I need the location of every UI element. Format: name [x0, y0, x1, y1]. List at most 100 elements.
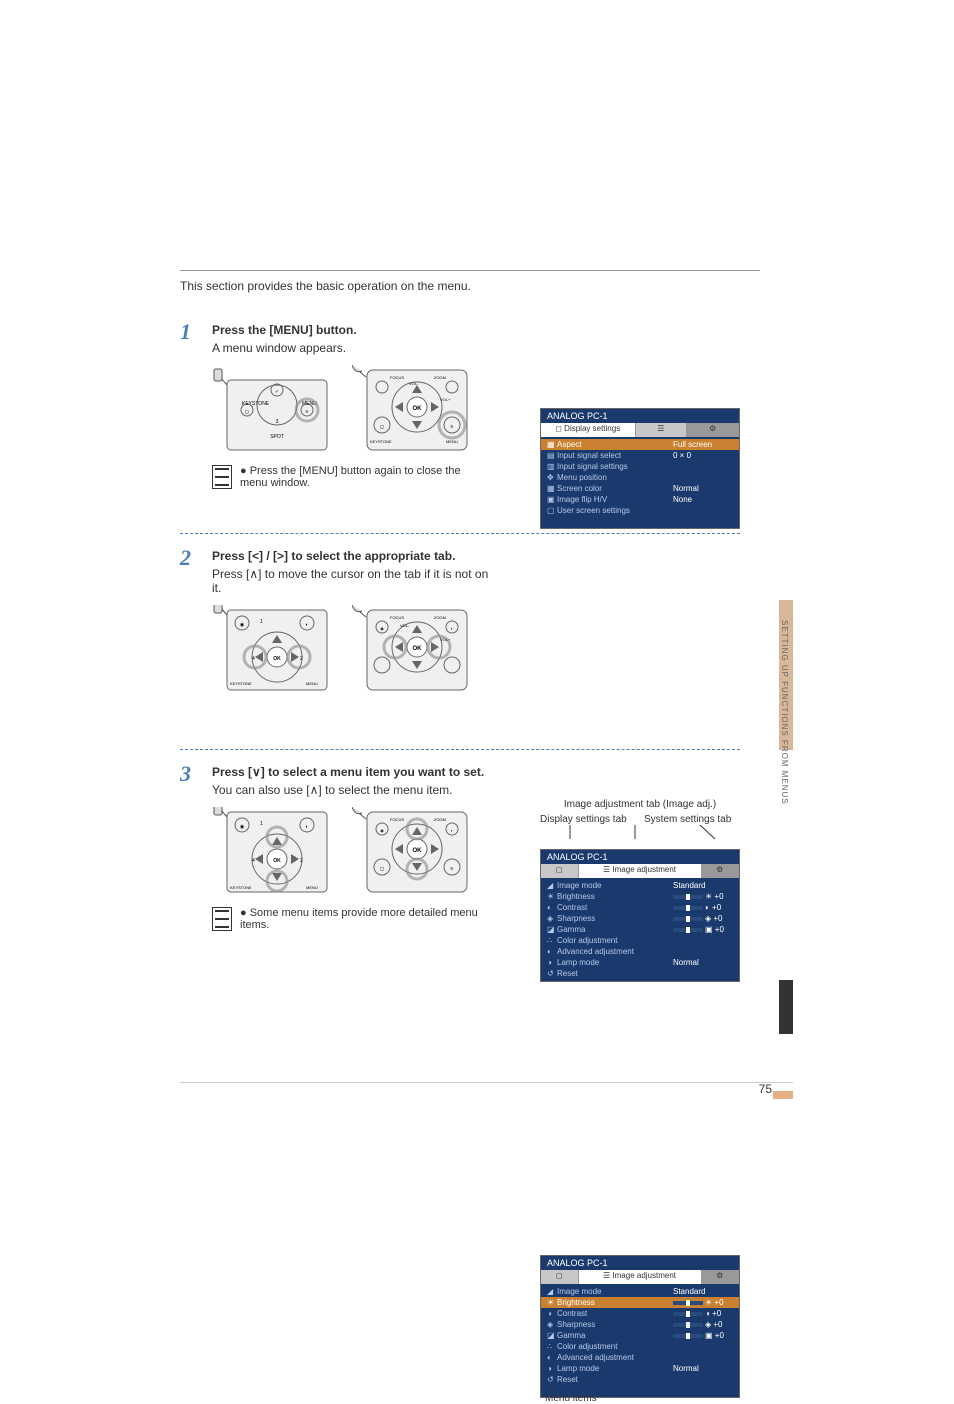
svg-text:◐: ◐ [451, 626, 453, 631]
svg-text:MENU: MENU [306, 681, 318, 686]
svg-text:4: 4 [252, 858, 255, 864]
menu-item: ✥Menu position [541, 472, 739, 483]
svg-text:2: 2 [300, 656, 303, 662]
note-icon [212, 465, 232, 489]
svg-text:◐: ◐ [451, 828, 453, 833]
handheld-remote-diagram: OK ◻ ≡ VOL- VOL+ KEYSTONE MENU FOCUS ZOO… [352, 365, 472, 455]
handheld-remote-diagram-2: OK VOL- VOL+ ◉ ◐ FOCUS ZOOM [352, 605, 472, 695]
svg-text:FOCUS: FOCUS [390, 817, 404, 822]
menu-item: ▤Input signal select0 × 0 [541, 450, 739, 461]
svg-text:VOL-: VOL- [409, 381, 419, 386]
step-number-2: 2 [180, 545, 191, 571]
menu3-tabs: ◻ ☰ Image adjustment ⚙ [541, 1270, 739, 1284]
svg-text:ZOOM: ZOOM [434, 817, 446, 822]
step-number-3: 3 [180, 761, 191, 787]
menu-item: ◢Image modeStandard [541, 1286, 739, 1297]
menu1-header: ANALOG PC-1 [541, 409, 739, 423]
menu-item: ∴Color adjustment [541, 1341, 739, 1352]
page-number: 75 [759, 1082, 772, 1096]
projector-remote-diagram-3: OK ◉ 1 ◐ 4 2 KEYSTONE MENU [212, 807, 332, 897]
menu-item: ▥Input signal settings [541, 461, 739, 472]
menu-item: ▢User screen settings [541, 505, 739, 516]
side-text: SETTING UP FUNCTIONS FROM MENUS [780, 620, 789, 805]
menu-item: ↺Reset [541, 968, 739, 979]
svg-text:OK: OK [413, 646, 423, 652]
step-2: 2 Press [<] / [>] to select the appropri… [180, 549, 760, 729]
menu-window-image-adj-selected: ANALOG PC-1 ◻ ☰ Image adjustment ⚙ ◢Imag… [540, 1255, 740, 1398]
handheld-remote-diagram-3: OK ◻ ≡ ◉ ◐ FOCUS ZOOM [352, 807, 472, 897]
menu-item: ◑Contrast◑ +0 [541, 1308, 739, 1319]
menu-item: ▦AspectFull screen [541, 439, 739, 450]
svg-text:KEYSTONE: KEYSTONE [230, 681, 252, 686]
svg-text:3: 3 [276, 419, 279, 425]
step-1-title: Press the [MENU] button. [212, 323, 760, 337]
projector-remote-diagram-2: OK ◉ 1 ◐ 4 2 KEYSTONE MENU [212, 605, 332, 695]
svg-text:◉: ◉ [380, 828, 384, 833]
step-3-title: Press [∨] to select a menu item you want… [212, 765, 760, 779]
svg-text:◻: ◻ [245, 409, 249, 415]
svg-text:≡: ≡ [451, 866, 454, 872]
svg-text:SPOT: SPOT [270, 434, 284, 440]
svg-text:◻: ◻ [380, 424, 384, 430]
svg-text:≡: ≡ [306, 409, 309, 415]
svg-text:◻: ◻ [380, 866, 384, 872]
divider-1 [180, 533, 740, 534]
step-2-title: Press [<] / [>] to select the appropriat… [212, 549, 760, 563]
menu-item: ☀Brightness☀ +0 [541, 1297, 739, 1308]
svg-text:FOCUS: FOCUS [390, 375, 404, 380]
svg-text:VOL+: VOL+ [440, 637, 451, 642]
menu-item: ◪Gamma▣ +0 [541, 1330, 739, 1341]
menu-window-display-settings: ANALOG PC-1 ◻ Display settings ☰ ⚙ ▦Aspe… [540, 408, 740, 529]
menu1-tab-3: ⚙ [687, 423, 739, 437]
svg-text:OK: OK [413, 848, 423, 854]
svg-text:◐: ◐ [305, 622, 308, 628]
step-3: 3 Press [∨] to select a menu item you wa… [180, 765, 760, 965]
menu-item: ◑Lamp modeNormal [541, 1363, 739, 1374]
step-3-note-text: Some menu items provide more detailed me… [240, 907, 490, 931]
menu-item: ▣Image flip H/VNone [541, 494, 739, 505]
svg-text:4: 4 [252, 656, 255, 662]
step-1: 1 Press the [MENU] button. A menu window… [180, 323, 760, 513]
footer-accent [773, 1091, 793, 1099]
step-3-desc: You can also use [∧] to select the menu … [212, 783, 492, 797]
svg-text:◐: ◐ [305, 824, 308, 830]
menu-item: ▦Screen colorNormal [541, 483, 739, 494]
svg-text:VOL+: VOL+ [440, 397, 451, 402]
svg-text:ZOOM: ZOOM [434, 615, 446, 620]
step-2-desc: Press [∧] to move the cursor on the tab … [212, 567, 492, 595]
svg-text:◉: ◉ [240, 824, 245, 830]
menu3-header: ANALOG PC-1 [541, 1256, 739, 1270]
menu-items-caption: Menu items [545, 1383, 597, 1404]
divider-2 [180, 749, 740, 750]
svg-text:OK: OK [273, 656, 281, 662]
svg-text:VOL-: VOL- [400, 623, 410, 628]
svg-text:FOCUS: FOCUS [390, 615, 404, 620]
svg-text:2: 2 [300, 858, 303, 864]
projector-remote-diagram: ✓ KEYSTONE ◻ MENU ≡ 3 SPOT [212, 365, 332, 455]
remote-diagram-row-3: OK ◉ 1 ◐ 4 2 KEYSTONE MENU [212, 807, 760, 897]
svg-text:1: 1 [260, 619, 263, 625]
menu-item: ◈Sharpness◈ +0 [541, 1319, 739, 1330]
intro-text: This section provides the basic operatio… [180, 270, 760, 293]
menu1-tabs: ◻ Display settings ☰ ⚙ [541, 423, 739, 437]
svg-text:◉: ◉ [380, 626, 384, 631]
footer-line [180, 1082, 793, 1083]
step-3-note: Some menu items provide more detailed me… [212, 907, 760, 931]
svg-text:ZOOM: ZOOM [434, 375, 446, 380]
menu1-items: ▦AspectFull screen▤Input signal select0 … [541, 437, 739, 528]
menu3-items: ◢Image modeStandard☀Brightness☀ +0◑Contr… [541, 1284, 739, 1397]
svg-text:MENU: MENU [306, 885, 318, 890]
svg-text:◉: ◉ [240, 622, 245, 628]
page-content: This section provides the basic operatio… [180, 270, 760, 985]
side-tab [779, 980, 793, 1034]
step-1-desc: A menu window appears. [212, 341, 492, 355]
remote-diagram-row-2: OK ◉ 1 ◐ 4 2 KEYSTONE MENU [212, 605, 760, 695]
menu1-tab-2: ☰ [636, 423, 688, 437]
svg-text:1: 1 [260, 821, 263, 827]
svg-text:KEYSTONE: KEYSTONE [370, 439, 392, 444]
note-icon [212, 907, 232, 931]
menu3-tab-image: ☰ Image adjustment [579, 1270, 702, 1284]
menu1-tab-display: ◻ Display settings [541, 423, 636, 437]
svg-text:KEYSTONE: KEYSTONE [230, 885, 252, 890]
step-number-1: 1 [180, 319, 191, 345]
